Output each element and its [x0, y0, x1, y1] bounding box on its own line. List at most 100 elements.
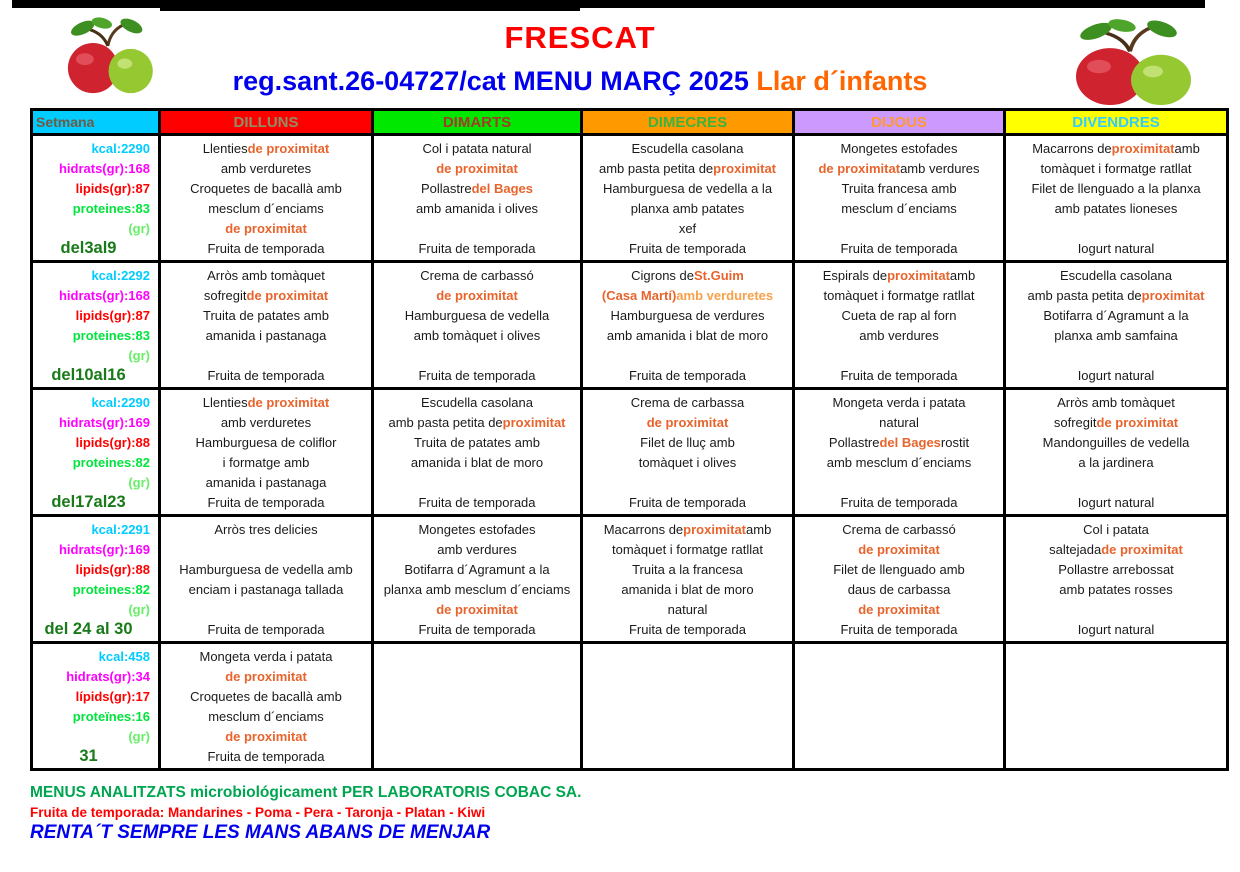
menu-line — [376, 218, 579, 238]
stat-line: kcal:2292 — [91, 267, 150, 283]
menu-line: tomàquet i formatge ratllat — [1040, 160, 1192, 176]
apples-icon — [67, 17, 153, 94]
menu-cell-w5-dimecres — [580, 641, 795, 771]
menu-line — [585, 726, 791, 746]
menu-line — [163, 539, 370, 559]
menu-line — [1008, 599, 1225, 619]
menu-line: amb verdures — [859, 327, 939, 343]
menu-line: planxa amb samfaina — [1054, 327, 1178, 343]
menu-line: tomàquet i formatge ratllat — [611, 541, 764, 557]
menu-line: de proximitat — [436, 601, 518, 617]
menu-line: Crema de carbassó — [842, 521, 956, 537]
stat-line: kcal:2290 — [91, 140, 150, 156]
menu-line: planxa amb mesclum d´enciams — [383, 581, 571, 597]
menu-line — [585, 345, 791, 365]
menu-cell-w3-dimarts: Escudella casolana amb pasta petita de pr… — [371, 387, 583, 517]
column-header-dijous: DIJOUS — [792, 108, 1006, 136]
top-border-bar — [12, 0, 1205, 8]
week-stats-w5: kcal:458 hidrats(gr):34 lípids(gr):17 prote… — [30, 641, 161, 771]
menu-line: Col i patata — [1083, 521, 1149, 537]
menu-line: Fruita de temporada — [207, 240, 325, 256]
menu-line: Arròs amb tomàquet — [207, 267, 325, 283]
apples-icon — [1076, 19, 1191, 105]
menu-line: amanida i pastanaga — [205, 327, 327, 343]
menu-line — [376, 686, 579, 706]
column-header-dilluns: DILLUNS — [158, 108, 374, 136]
menu-line: Hamburguesa de vedella a la — [602, 180, 773, 196]
stat-line: kcal:2290 — [91, 394, 150, 410]
menu-line: Iogurt natural — [1077, 494, 1155, 510]
menu-line: Iogurt natural — [1077, 240, 1155, 256]
school-name: Llar d´infants — [756, 66, 928, 96]
menu-line — [163, 345, 370, 365]
menu-line: amanida i blat de moro — [410, 454, 544, 470]
menu-line — [585, 706, 791, 726]
menu-line: amb verduretes — [220, 160, 312, 176]
menu-line — [376, 706, 579, 726]
menu-cell-w5-dimarts — [371, 641, 583, 771]
stat-line: lipids(gr):87 — [75, 307, 150, 323]
menu-line: Fruita de temporada — [840, 621, 958, 637]
week-row-3: kcal:2290 hidrats(gr):169 lipids(gr):88 pro… — [30, 387, 1229, 517]
registration-subtitle: reg.sant.26-04727/cat MENU MARÇ 2025 Lla… — [160, 66, 1000, 97]
stat-line: hidrats(gr):169 — [58, 414, 150, 430]
menu-line — [1008, 345, 1225, 365]
menu-line: Hamburguesa de verdures — [610, 307, 765, 323]
menu-line: de proximitat — [858, 601, 940, 617]
menu-line — [376, 472, 579, 492]
menu-line — [1008, 726, 1225, 746]
menu-line — [797, 686, 1002, 706]
menu-line: Espirals de proximitat amb — [822, 267, 976, 283]
menu-line: Fruita de temporada — [418, 240, 536, 256]
menu-line: Croquetes de bacallà amb — [190, 688, 342, 704]
stat-line: hidrats(gr):34 — [66, 668, 150, 684]
stat-line: (gr) — [128, 347, 150, 363]
menu-line — [1008, 646, 1225, 666]
menu-line: Hamburguesa de vedella — [404, 307, 550, 323]
menu-line: Fruita de temporada — [628, 494, 747, 510]
menu-line: Fruita de temporada — [840, 367, 958, 383]
menu-line — [376, 646, 579, 666]
menu-line — [163, 599, 370, 619]
menu-line: Escudella casolana — [1059, 267, 1173, 283]
menu-line: Truita de patates amb — [414, 434, 540, 450]
footer-fruit-list: Fruita de temporada: Mandarines - Poma -… — [30, 805, 486, 820]
menu-cell-w3-dilluns: Llenties de proximitat amb verduretes Hamb… — [158, 387, 374, 517]
menu-line — [376, 726, 579, 746]
menu-line: (Casa Martí) amb verduretes — [601, 287, 774, 303]
page-title: FRESCAT — [504, 20, 656, 55]
menu-line: Botifarra d´Agramunt a la — [404, 561, 550, 577]
menu-cell-w3-dijous: Mongeta verda i patata natural Pollastre d… — [792, 387, 1006, 517]
menu-line: amb amanida i olives — [415, 200, 539, 216]
menu-line — [585, 666, 791, 686]
stat-line: (gr) — [128, 601, 150, 617]
menu-line — [1008, 666, 1225, 686]
menu-line — [797, 706, 1002, 726]
menu-cell-w2-dijous: Espirals de proximitat amb tomàquet i for… — [792, 260, 1006, 390]
menu-line: Pollastre del Bages — [421, 180, 533, 196]
menu-line: amanida i blat de moro — [621, 581, 754, 597]
menu-line: Filet de lluç amb — [640, 434, 735, 450]
menu-line: sofregit de proximitat — [203, 287, 329, 303]
stat-line: kcal:2291 — [91, 521, 150, 537]
column-header-divendres: DIVENDRES — [1003, 108, 1229, 136]
stat-line: hidrats(gr):169 — [58, 541, 150, 557]
menu-line: Mongeta verda i patata — [199, 648, 333, 664]
stat-line: lipids(gr):88 — [75, 561, 150, 577]
menu-line: Filet de llenguado amb — [833, 561, 965, 577]
menu-line: saltejada de proximitat — [1049, 541, 1183, 557]
menu-line: Crema de carbassó — [420, 267, 534, 283]
menu-line: Arròs tres delicies — [214, 521, 318, 537]
stat-line: proteines:82 — [72, 454, 150, 470]
menu-line — [1008, 218, 1225, 238]
menu-line: Macarrons de proximitat amb — [1032, 140, 1200, 156]
menu-line: Col i patata natural — [422, 140, 532, 156]
menu-line: Fruita de temporada — [840, 240, 958, 256]
week-row-2: kcal:2292 hidrats(gr):168 lipids(gr):87 pro… — [30, 260, 1229, 390]
stat-line: kcal:458 — [98, 648, 150, 664]
menu-line: de proximitat — [436, 287, 518, 303]
menu-line: de proximitat — [646, 414, 729, 430]
stat-line: proteines:82 — [72, 581, 150, 597]
footer: MENUS ANALITZATS microbiológicament PER … — [30, 784, 1210, 844]
menu-line: Escudella casolana — [420, 394, 534, 410]
